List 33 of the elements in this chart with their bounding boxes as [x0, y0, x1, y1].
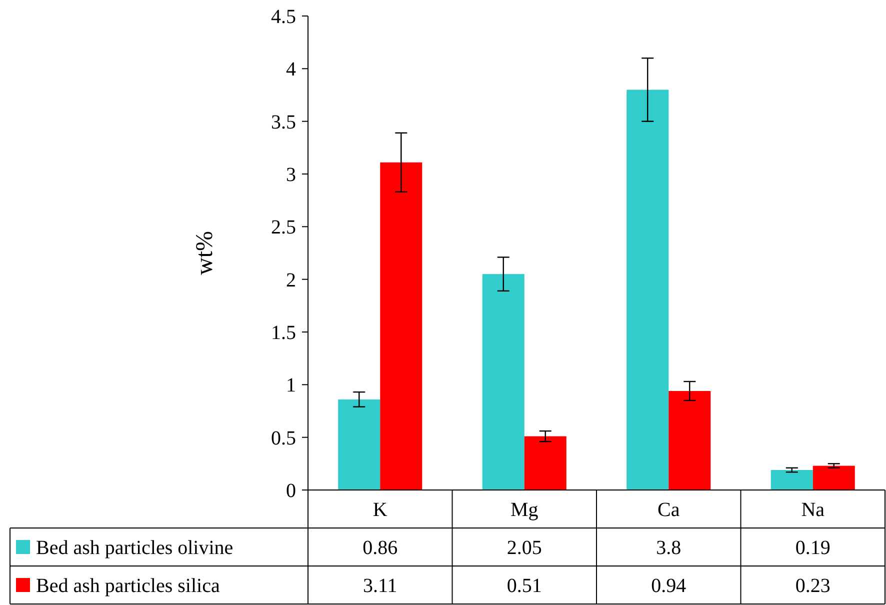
- bar: [770, 470, 813, 490]
- data-label: 0.19: [795, 537, 830, 559]
- y-tick-label: 2.5: [271, 216, 296, 239]
- y-tick-label: 1.5: [271, 322, 296, 344]
- x-tick-label: K: [372, 499, 388, 521]
- y-tick-label: 4: [286, 58, 296, 81]
- x-tick-label: Na: [801, 499, 825, 521]
- bar: [812, 466, 855, 490]
- y-tick-label: 3.5: [271, 111, 296, 134]
- data-label: 0.94: [651, 575, 686, 597]
- x-tick-label: Ca: [658, 499, 680, 521]
- bar: [380, 162, 422, 490]
- data-label: 3.11: [362, 575, 398, 597]
- bar: [626, 90, 669, 490]
- legend-label: Bed ash particles silica: [36, 575, 220, 597]
- bar: [482, 274, 524, 490]
- y-tick-label: 4.5: [271, 6, 296, 28]
- bar: [338, 399, 380, 490]
- y-tick-label: 0: [286, 480, 296, 502]
- y-tick-label: 3: [286, 164, 296, 186]
- y-tick-label: 1: [286, 374, 296, 397]
- data-label: 0.23: [795, 575, 830, 597]
- data-label: 2.05: [506, 537, 542, 559]
- y-tick-label: 0.5: [271, 427, 296, 450]
- data-label: 3.8: [656, 537, 682, 559]
- x-tick-label: Mg: [510, 499, 538, 521]
- y-tick-label: 2: [286, 269, 296, 292]
- y-axis-title: wt%: [192, 231, 218, 275]
- data-label: 0.86: [362, 537, 398, 559]
- bar: [524, 436, 566, 490]
- bar: [668, 390, 711, 490]
- data-label: 0.51: [506, 575, 542, 597]
- legend-label: Bed ash particles olivine: [36, 537, 234, 559]
